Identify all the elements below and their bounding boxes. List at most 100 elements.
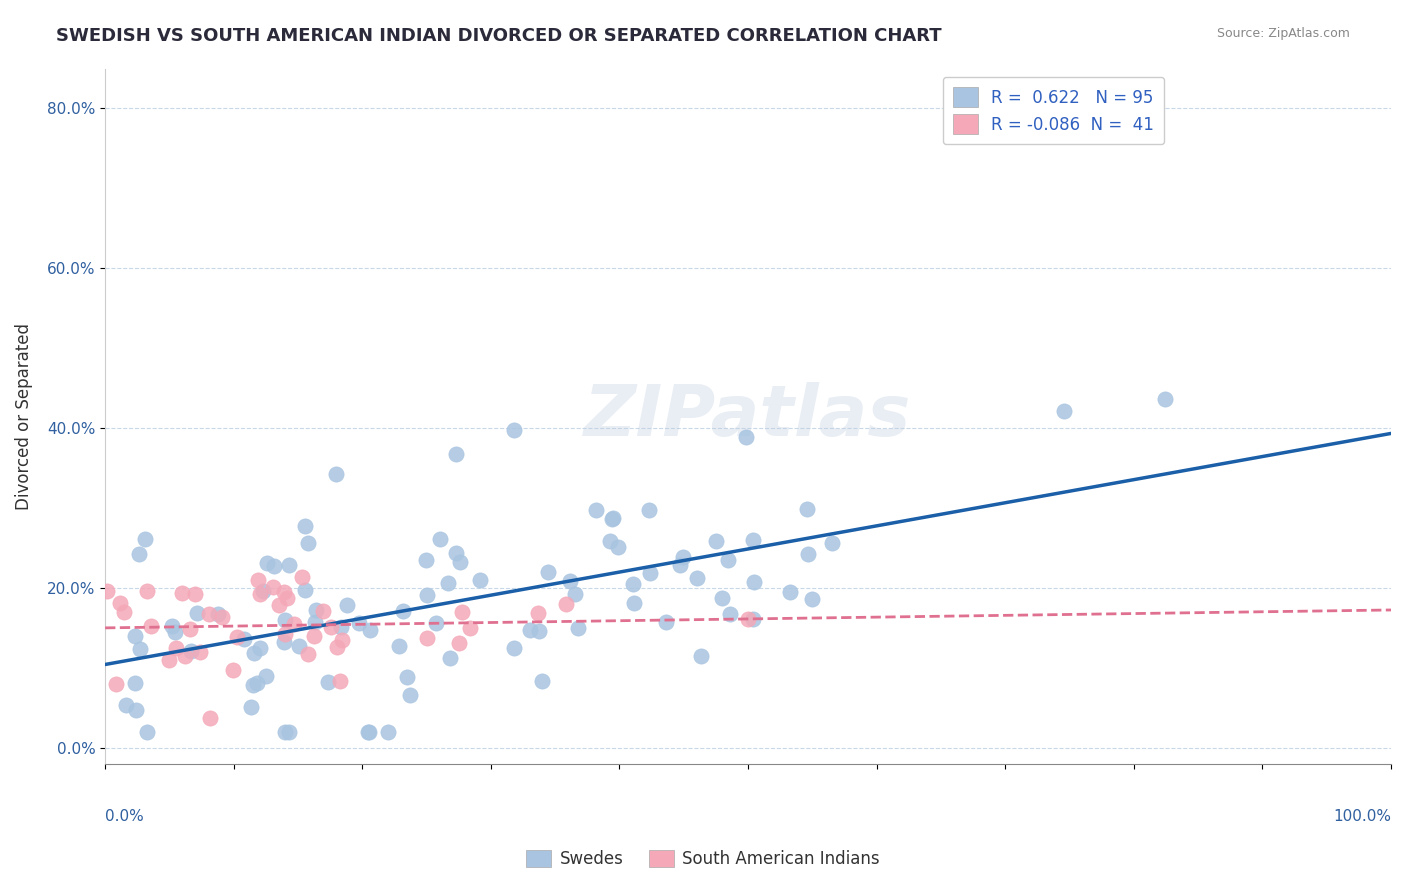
Point	[800, 591, 823, 606]
Point	[519, 624, 541, 638]
Point	[243, 646, 266, 660]
Point	[820, 536, 842, 550]
Point	[128, 548, 150, 562]
Point	[225, 630, 247, 644]
Point	[741, 533, 763, 547]
Point	[1053, 404, 1076, 418]
Text: 100.0%: 100.0%	[1333, 809, 1391, 824]
Point	[312, 604, 335, 618]
Point	[318, 674, 340, 689]
Point	[737, 612, 759, 626]
Point	[336, 598, 359, 612]
Point	[278, 558, 301, 573]
Point	[319, 620, 342, 634]
Point	[184, 587, 207, 601]
Point	[357, 724, 380, 739]
Point	[141, 619, 163, 633]
Point	[273, 634, 295, 648]
Point	[278, 724, 301, 739]
Point	[439, 651, 461, 665]
Point	[174, 649, 197, 664]
Point	[396, 670, 419, 684]
Point	[305, 603, 328, 617]
Point	[160, 619, 183, 633]
Legend: R =  0.622   N = 95, R = -0.086  N =  41: R = 0.622 N = 95, R = -0.086 N = 41	[943, 77, 1164, 145]
Point	[672, 549, 695, 564]
Point	[742, 574, 765, 589]
Point	[330, 632, 353, 647]
Point	[564, 587, 586, 601]
Point	[526, 606, 548, 620]
Point	[536, 565, 558, 579]
Point	[779, 585, 801, 599]
Point	[468, 573, 491, 587]
Point	[233, 632, 256, 647]
Point	[252, 584, 274, 599]
Point	[328, 673, 350, 688]
Point	[274, 627, 297, 641]
Point	[291, 570, 314, 584]
Point	[302, 629, 325, 643]
Point	[560, 574, 582, 588]
Point	[326, 640, 349, 654]
Point	[654, 615, 676, 629]
Point	[602, 510, 624, 524]
Point	[240, 700, 263, 714]
Point	[447, 635, 470, 649]
Point	[436, 576, 458, 591]
Point	[112, 605, 135, 619]
Point	[104, 677, 127, 691]
Point	[638, 503, 661, 517]
Point	[249, 587, 271, 601]
Point	[211, 610, 233, 624]
Point	[357, 724, 380, 739]
Point	[451, 605, 474, 619]
Legend: Swedes, South American Indians: Swedes, South American Indians	[520, 843, 886, 875]
Point	[391, 604, 413, 618]
Point	[179, 644, 201, 658]
Point	[531, 673, 554, 688]
Point	[269, 599, 291, 613]
Point	[134, 532, 156, 546]
Point	[188, 645, 211, 659]
Point	[157, 653, 180, 667]
Text: 0.0%: 0.0%	[105, 809, 143, 824]
Point	[254, 669, 277, 683]
Point	[1154, 392, 1177, 406]
Point	[399, 689, 422, 703]
Point	[276, 591, 298, 605]
Point	[377, 724, 399, 739]
Point	[347, 615, 370, 630]
Point	[529, 624, 551, 639]
Point	[388, 639, 411, 653]
Point	[796, 502, 818, 516]
Point	[554, 598, 576, 612]
Point	[718, 607, 741, 621]
Point	[503, 640, 526, 655]
Point	[717, 553, 740, 567]
Text: Source: ZipAtlas.com: Source: ZipAtlas.com	[1216, 27, 1350, 40]
Point	[136, 584, 159, 599]
Point	[198, 607, 221, 621]
Point	[359, 623, 381, 637]
Point	[797, 547, 820, 561]
Point	[429, 532, 451, 546]
Point	[200, 711, 222, 725]
Point	[274, 724, 297, 739]
Text: SWEDISH VS SOUTH AMERICAN INDIAN DIVORCED OR SEPARATED CORRELATION CHART: SWEDISH VS SOUTH AMERICAN INDIAN DIVORCE…	[56, 27, 942, 45]
Point	[222, 663, 245, 677]
Text: ZIPatlas: ZIPatlas	[585, 382, 911, 450]
Point	[170, 586, 193, 600]
Point	[124, 676, 146, 690]
Point	[704, 534, 727, 549]
Point	[297, 535, 319, 549]
Point	[444, 447, 467, 461]
Point	[600, 512, 623, 526]
Point	[325, 467, 347, 481]
Point	[242, 678, 264, 692]
Point	[711, 591, 734, 606]
Y-axis label: Divorced or Separated: Divorced or Separated	[15, 323, 32, 509]
Point	[585, 503, 607, 517]
Point	[607, 540, 630, 554]
Point	[425, 616, 447, 631]
